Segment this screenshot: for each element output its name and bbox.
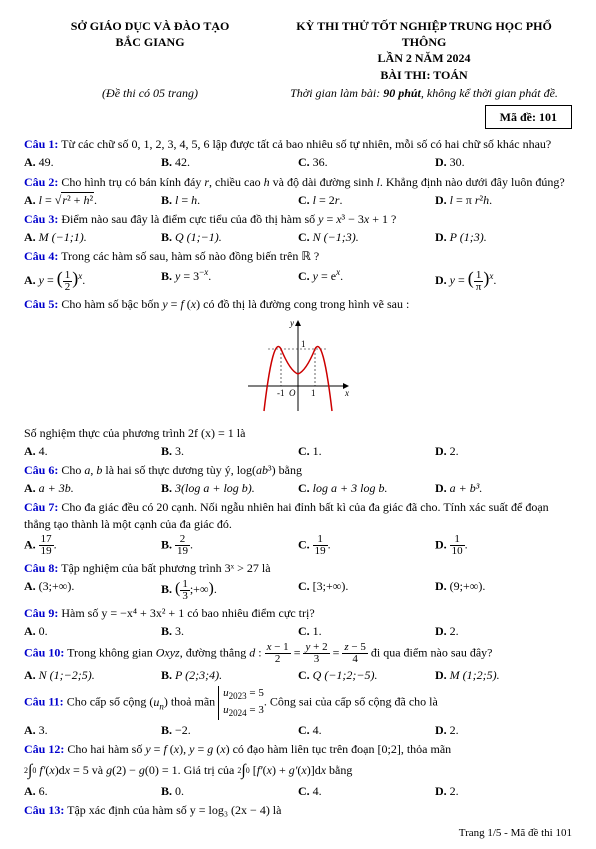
question-13: Câu 13: Tập xác định của hàm số y = log₃… [24,802,572,818]
svg-text:O: O [289,388,296,398]
province: BẮC GIANG [24,34,276,50]
q12-options: A. 6. B. 0. C. 4. D. 2. [24,783,572,799]
session: LẦN 2 NĂM 2024 [276,50,572,66]
question-7: Câu 7: Cho đa giác đều có 20 cạnh. Nối n… [24,499,572,531]
subject: BÀI THI: TOÁN [276,67,572,83]
page-count: (Đề thi có 05 trang) [24,85,276,101]
svg-text:x: x [344,388,349,398]
svg-text:1: 1 [301,339,306,349]
q4-options: A. y = (12)x. B. y = 3−x. C. y = ex. D. … [24,266,572,293]
q11-options: A. 3. B. −2. C. 4. D. 2. [24,722,572,738]
q2-options: A. l = √r² + h². B. l = h. C. l = 2r. D.… [24,192,572,208]
page-footer: Trang 1/5 - Mã đề thi 101 [24,826,572,841]
q8-options: A. (3;+∞). B. (13;+∞). C. [3;+∞). D. (9;… [24,578,572,602]
q12-cond: 2∫0 f′(x)dx = 5 và g(2) − g(0) = 1. Giá … [24,762,572,779]
dept: SỞ GIÁO DỤC VÀ ĐÀO TẠO [24,18,276,34]
question-4: Câu 4: Trong các hàm số sau, hàm số nào … [24,248,572,264]
question-11: Câu 11: Cho cấp số cộng (un) thoả mãn u2… [24,686,572,720]
question-12: Câu 12: Cho hai hàm số y = f (x), y = g … [24,741,572,757]
question-8: Câu 8: Tập nghiệm của bất phương trình 3… [24,560,572,576]
question-2: Câu 2: Cho hình trụ có bán kính đáy r, c… [24,174,572,190]
q5-sub: Số nghiệm thực của phương trình 2f (x) =… [24,425,572,441]
svg-text:y: y [289,318,294,328]
question-9: Câu 9: Hàm số y = −x⁴ + 3x² + 1 có bao n… [24,605,572,621]
exam-title: KỲ THI THỬ TỐT NGHIỆP TRUNG HỌC PHỔ THÔN… [276,18,572,50]
q6-options: A. a + 3b. B. 3(log a + log b). C. log a… [24,480,572,496]
question-3: Câu 3: Điểm nào sau đây là điểm cực tiểu… [24,211,572,227]
q5-options: A. 4. B. 3. C. 1. D. 2. [24,443,572,459]
q3-options: A. M (−1;1). B. Q (1;−1). C. N (−1;3). D… [24,229,572,245]
time-info: Thời gian làm bài: 90 phút, không kể thờ… [276,85,572,101]
q1-options: A. 49. B. 42. C. 36. D. 30. [24,154,572,170]
question-1: Câu 1: Từ các chữ số 0, 1, 2, 3, 4, 5, 6… [24,136,572,152]
q10-options: A. N (1;−2;5). B. P (2;3;4). C. Q (−1;2;… [24,667,572,683]
q7-options: A. 1719. B. 219. C. 119. D. 110. [24,534,572,557]
q9-options: A. 0. B. 3. C. 1. D. 2. [24,623,572,639]
function-graph: x y 1 -1 O 1 [24,316,572,420]
svg-text:1: 1 [311,388,316,398]
question-6: Câu 6: Cho a, b là hai số thực dương tùy… [24,462,572,478]
question-5: Câu 5: Cho hàm số bậc bốn y = f (x) có đ… [24,296,572,312]
header: SỞ GIÁO DỤC VÀ ĐÀO TẠO BẮC GIANG KỲ THI … [24,18,572,83]
page-info: (Đề thi có 05 trang) Thời gian làm bài: … [24,85,572,101]
svg-text:-1: -1 [277,388,285,398]
question-10: Câu 10: Trong không gian Oxyz, đường thẳ… [24,642,572,665]
exam-code: Mã đề: 101 [485,105,572,129]
